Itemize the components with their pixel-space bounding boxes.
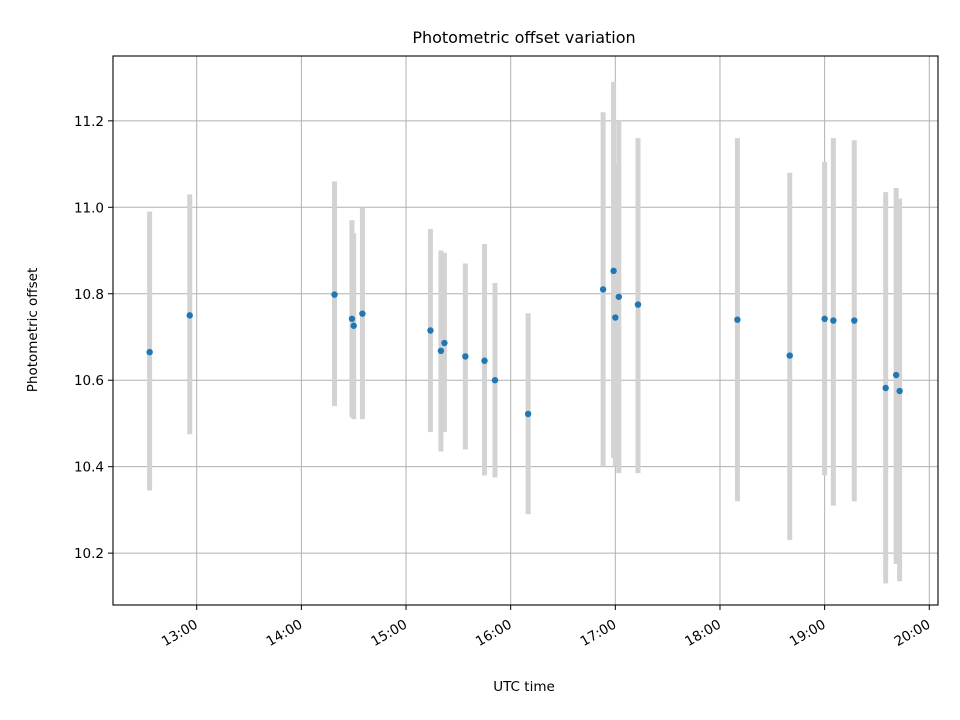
data-point [599,286,607,293]
data-point [851,317,858,324]
data-point [462,353,469,360]
data-point [830,317,837,324]
data-point [359,310,366,317]
data-point [441,339,448,347]
y-axis-label: Photometric offset [25,268,41,392]
data-point [610,267,617,275]
x-axis-label: UTC time [493,679,555,695]
data-point [437,347,445,355]
data-point [481,357,488,364]
y-axis-ticks: 10.2 10.4 10.6 10.8 11.0 11.2 [74,114,113,562]
data-point [427,327,434,334]
y-tick-label: 11.0 [74,200,104,216]
data-point [634,301,642,308]
data-point [491,377,499,384]
chart-title: Photometric offset variation [412,28,635,47]
data-point [882,384,889,392]
data-point [146,348,153,356]
data-point [734,316,741,323]
data-point [348,315,356,323]
data-point [615,293,623,300]
plot-frame [112,55,939,606]
y-tick-label: 10.6 [74,373,104,389]
data-point [786,352,793,359]
y-tick-label: 10.8 [74,287,104,303]
data-point [350,322,357,329]
y-tick-label: 11.2 [74,114,104,130]
data-points [146,267,903,418]
data-point [896,387,903,395]
data-point [186,312,193,319]
y-tick-label: 10.2 [74,546,104,562]
data-point [331,291,338,298]
data-point [892,371,900,379]
data-point [821,315,828,323]
y-tick-label: 10.4 [74,460,104,476]
data-point [524,410,532,418]
data-point [612,314,619,321]
